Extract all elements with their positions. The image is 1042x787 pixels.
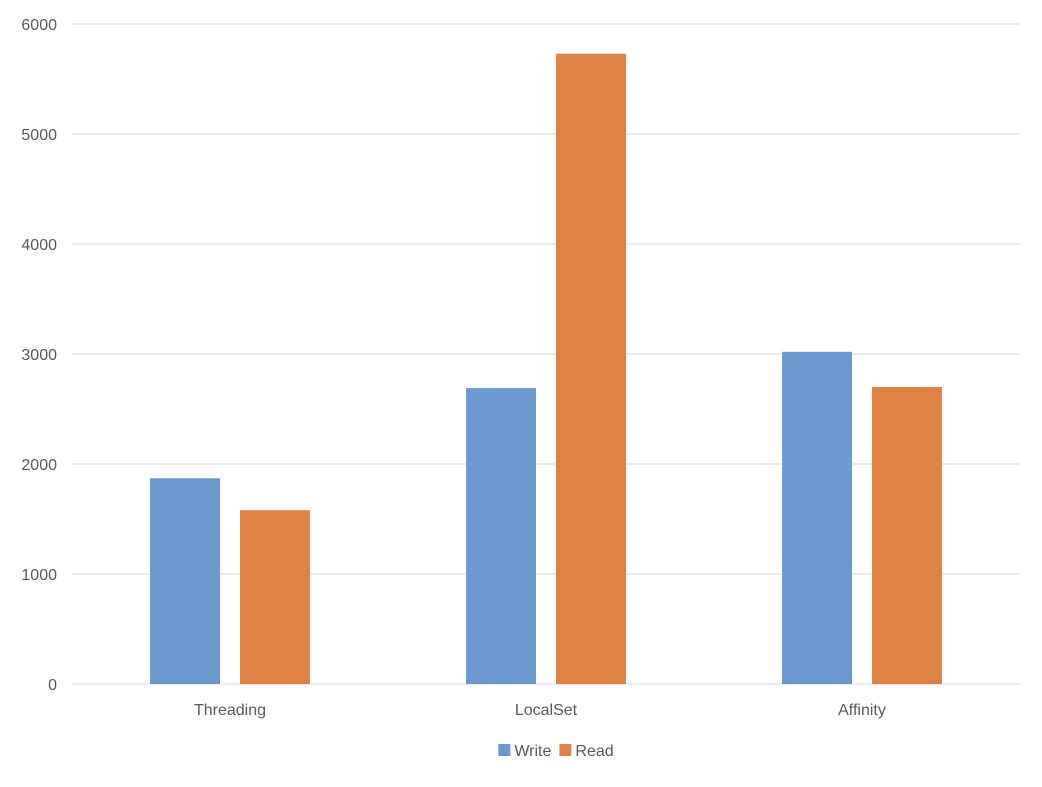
- gridlines: [72, 23, 1020, 685]
- x-category-label: LocalSet: [515, 702, 578, 719]
- y-tick-label: 1000: [21, 567, 57, 584]
- bar-read-threading: [240, 510, 310, 684]
- legend-label: Write: [514, 743, 551, 760]
- legend: Write Read: [498, 743, 614, 760]
- x-category-label: Affinity: [838, 702, 886, 719]
- legend-swatch-write: [498, 744, 511, 756]
- y-tick-label: 0: [48, 677, 57, 694]
- y-axis-tick-labels: 0 1000 2000 3000 4000 5000 6000: [21, 17, 57, 694]
- legend-swatch-read: [559, 744, 572, 756]
- y-tick-label: 6000: [21, 17, 57, 34]
- y-tick-label: 4000: [21, 237, 57, 254]
- legend-item-write: Write: [498, 743, 551, 760]
- bar-read-localset: [556, 53, 626, 684]
- x-category-label: Threading: [194, 702, 266, 719]
- bars: [150, 53, 942, 684]
- y-tick-label: 3000: [21, 347, 57, 364]
- y-tick-label: 2000: [21, 457, 57, 474]
- legend-item-read: Read: [559, 743, 614, 760]
- y-tick-label: 5000: [21, 127, 57, 144]
- x-axis-category-labels: Threading LocalSet Affinity: [194, 702, 886, 719]
- legend-label: Read: [575, 743, 613, 760]
- bar-read-affinity: [872, 387, 942, 684]
- bar-write-affinity: [782, 351, 852, 684]
- bar-write-threading: [150, 478, 220, 684]
- bar-write-localset: [466, 388, 536, 684]
